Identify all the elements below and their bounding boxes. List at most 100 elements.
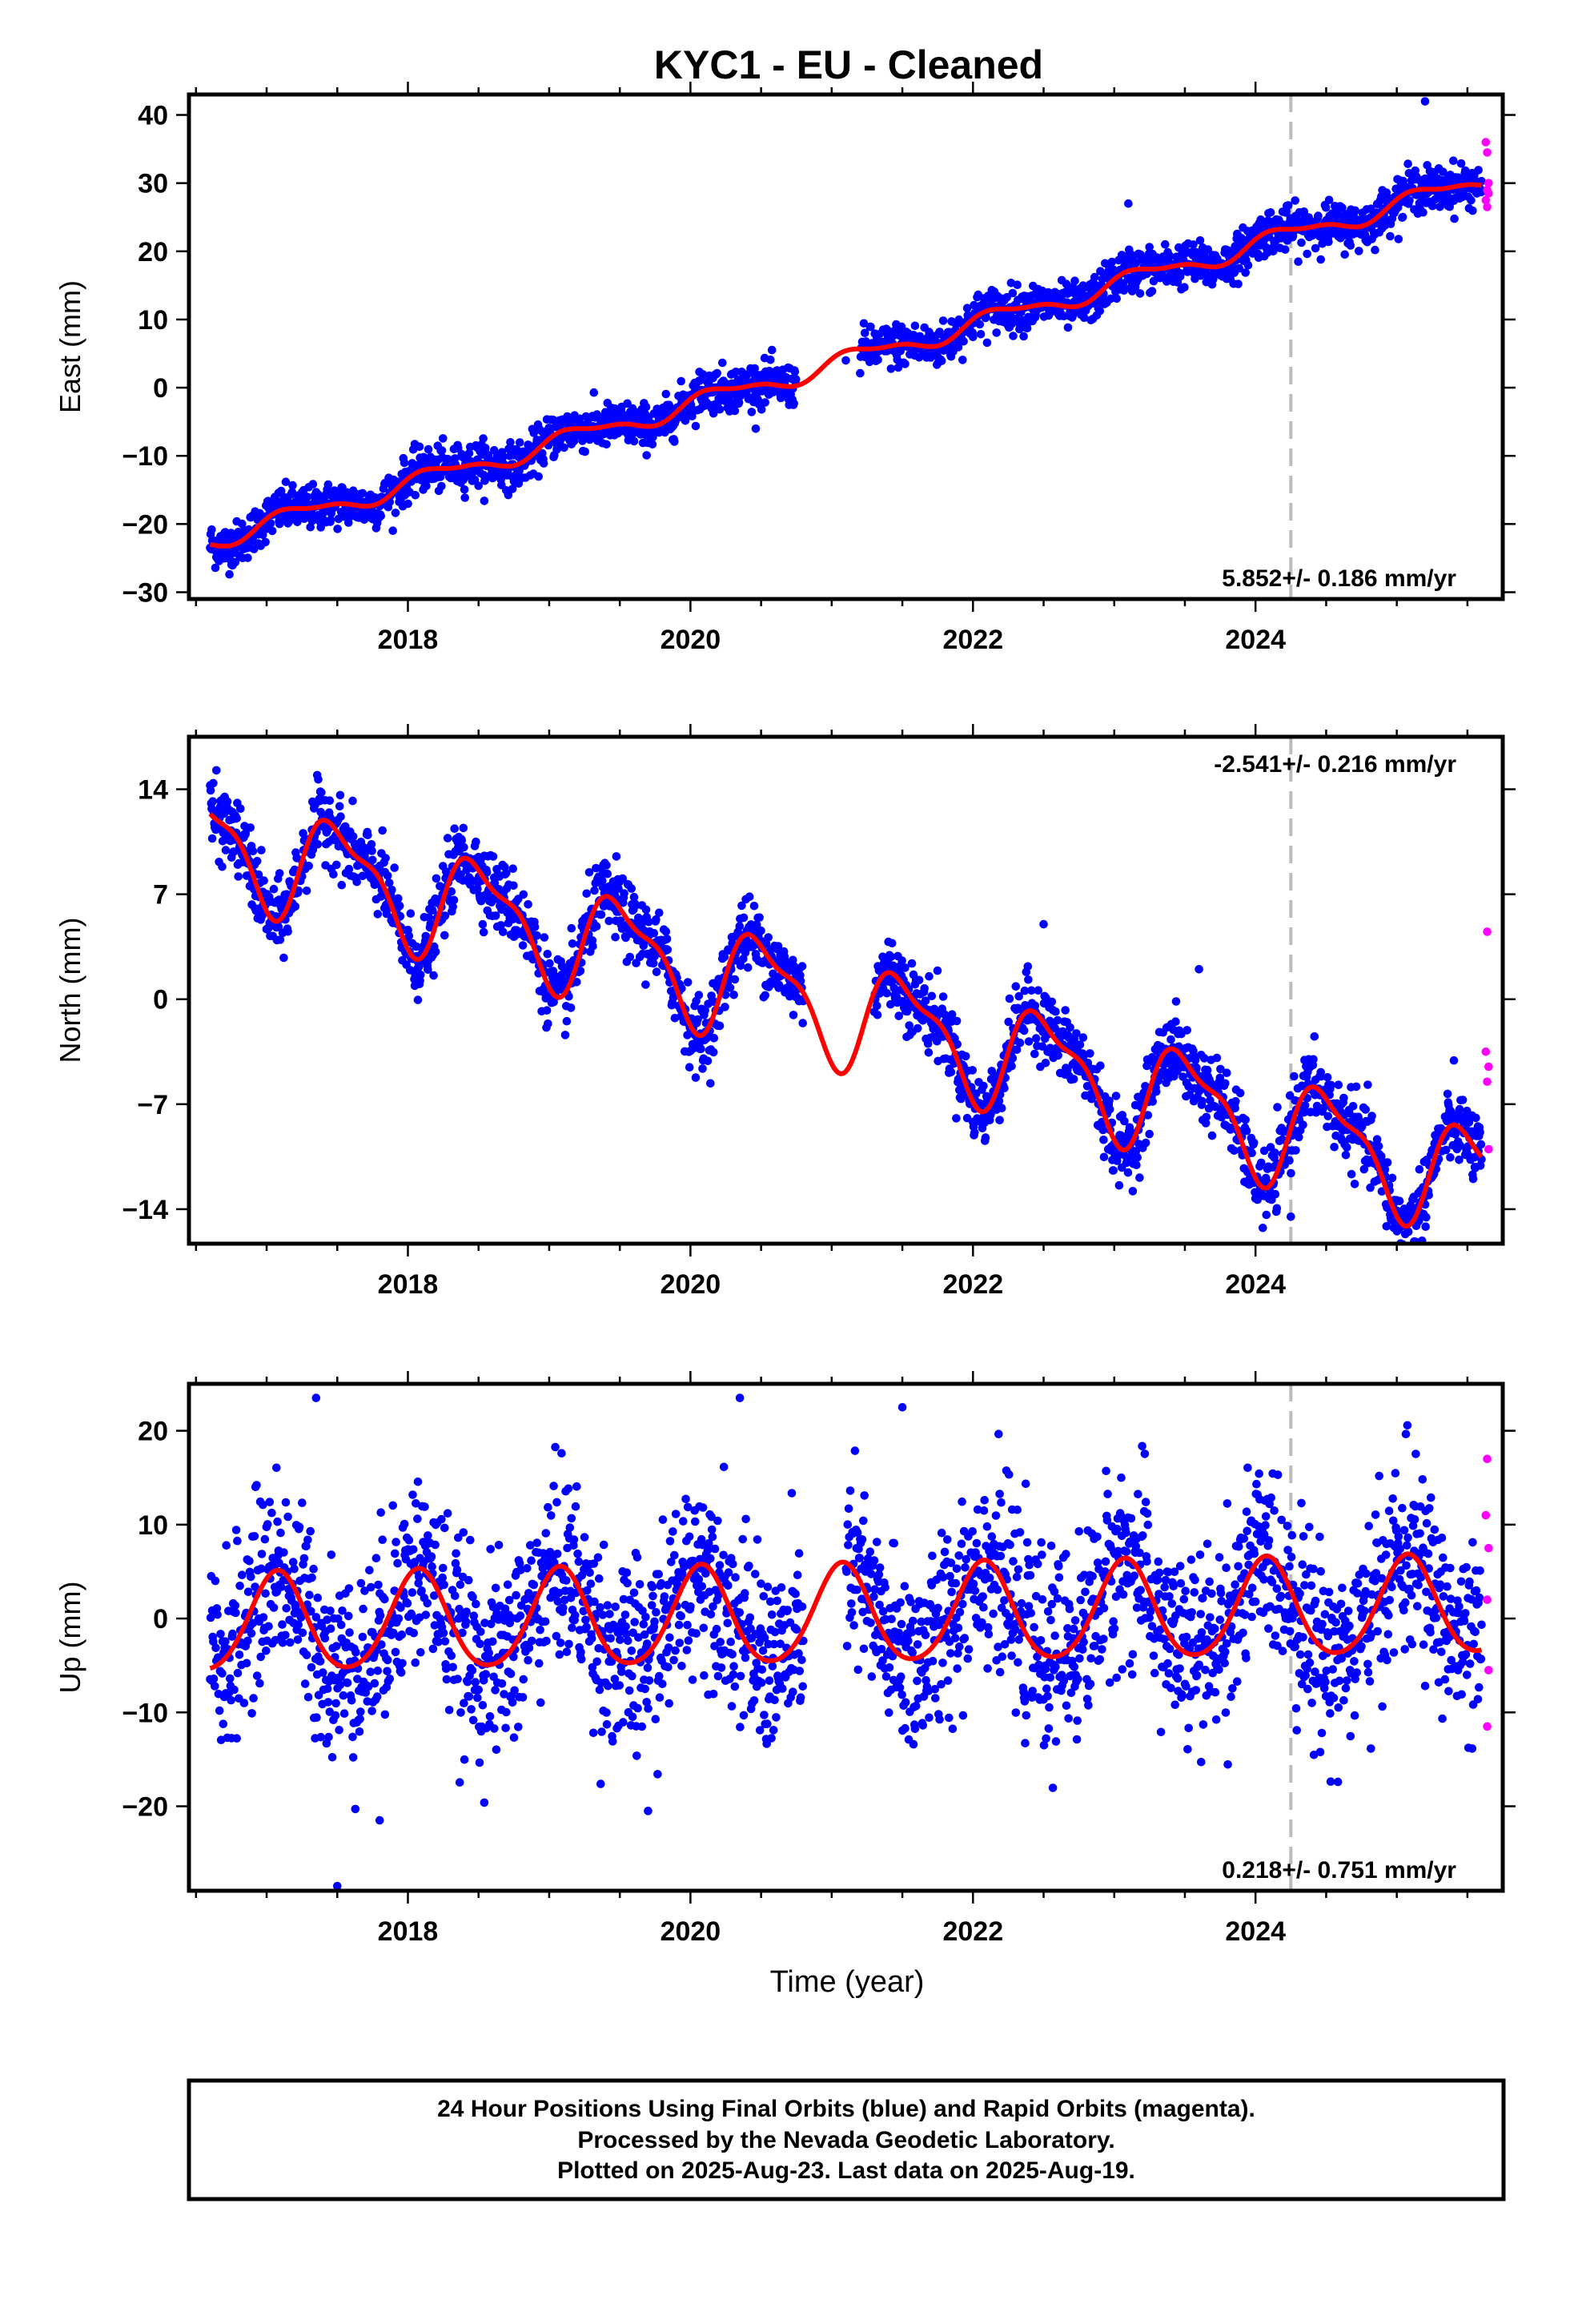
north-point	[914, 975, 924, 985]
north-point	[429, 971, 438, 980]
east-point	[715, 404, 725, 414]
north-point	[395, 901, 404, 911]
east-point	[422, 481, 431, 490]
north-point	[1347, 1169, 1356, 1179]
up-point	[230, 1685, 239, 1695]
up-point	[281, 1498, 291, 1507]
up-point	[238, 1570, 247, 1579]
up-point	[309, 1564, 318, 1574]
north-point	[473, 884, 482, 894]
north-point	[1198, 1096, 1207, 1106]
east-point	[1101, 259, 1110, 268]
north-point	[952, 1114, 961, 1123]
up-point	[307, 1573, 316, 1582]
up-point	[312, 1713, 321, 1722]
east-y-tick-label: 0	[153, 373, 168, 404]
north-point	[1421, 1222, 1430, 1231]
north-point	[1014, 991, 1023, 1001]
north-point	[749, 902, 759, 911]
north-point	[582, 889, 591, 899]
north-point	[729, 991, 738, 999]
north-point	[596, 910, 606, 919]
up-point	[231, 1526, 241, 1534]
east-point	[642, 451, 651, 460]
north-point	[1230, 1146, 1239, 1155]
east-point	[866, 322, 875, 332]
north-point	[257, 846, 266, 854]
north-x-tick-label: 2020	[661, 1269, 721, 1300]
north-point	[457, 836, 467, 845]
north-point	[1039, 919, 1048, 929]
east-point	[243, 553, 252, 562]
north-point	[314, 775, 323, 784]
east-point	[750, 364, 759, 373]
east-point	[1107, 257, 1117, 267]
east-rapid-point	[1483, 203, 1492, 211]
east-point	[677, 376, 685, 386]
north-point	[1034, 986, 1043, 995]
north-point	[1287, 1212, 1295, 1221]
north-point	[641, 905, 651, 915]
north-point	[1031, 1034, 1041, 1043]
north-point	[252, 857, 262, 866]
east-point	[718, 358, 727, 368]
north-point	[367, 840, 376, 849]
north-point	[1023, 962, 1033, 971]
north-point	[618, 874, 627, 883]
east-point	[691, 421, 701, 431]
up-point	[247, 1572, 255, 1582]
east-point	[648, 440, 657, 449]
north-point	[721, 991, 730, 999]
north-point	[543, 950, 552, 959]
north-rapid-point	[1483, 927, 1492, 936]
north-point	[894, 1011, 903, 1020]
north-point	[598, 876, 607, 885]
up-point	[250, 1532, 259, 1541]
east-point	[976, 330, 986, 339]
east-point	[1321, 203, 1331, 212]
north-point	[631, 901, 640, 910]
north-point	[1098, 1125, 1107, 1135]
up-point	[209, 1675, 219, 1683]
north-point	[798, 1019, 807, 1027]
east-point	[1269, 247, 1278, 256]
up-point	[283, 1512, 292, 1522]
north-point	[889, 983, 899, 993]
north-point	[283, 927, 292, 936]
north-point	[275, 935, 285, 944]
east-point	[1096, 267, 1105, 276]
north-point	[1216, 1064, 1225, 1074]
up-point	[257, 1550, 267, 1558]
north-point	[997, 1104, 1006, 1112]
up-point	[232, 1734, 242, 1743]
north-point	[1099, 1152, 1109, 1162]
north-point	[1339, 1093, 1348, 1103]
east-x-tick-label: 2022	[942, 625, 1003, 655]
north-point	[979, 1081, 988, 1091]
up-point	[286, 1638, 295, 1647]
north-point	[715, 1021, 725, 1031]
north-point	[383, 871, 392, 880]
north-point	[329, 870, 338, 879]
north-point	[1051, 1007, 1060, 1016]
north-point	[1199, 1054, 1209, 1063]
north-point	[1249, 1138, 1259, 1148]
north-point	[524, 900, 532, 909]
up-point	[211, 1643, 220, 1652]
east-x-tick-label: 2024	[1225, 625, 1286, 655]
east-point	[661, 389, 671, 399]
up-point	[243, 1636, 252, 1646]
north-point	[685, 1063, 694, 1072]
east-point	[937, 356, 946, 365]
north-point	[1066, 1023, 1074, 1032]
north-point	[886, 999, 895, 1009]
north-point	[730, 975, 740, 984]
north-point	[1257, 1158, 1266, 1168]
north-point	[789, 1011, 798, 1019]
east-point	[791, 375, 801, 384]
north-point	[447, 887, 456, 896]
east-point	[1013, 280, 1022, 290]
up-point	[319, 1668, 327, 1677]
up-point	[278, 1638, 287, 1647]
north-point	[1350, 1180, 1359, 1188]
